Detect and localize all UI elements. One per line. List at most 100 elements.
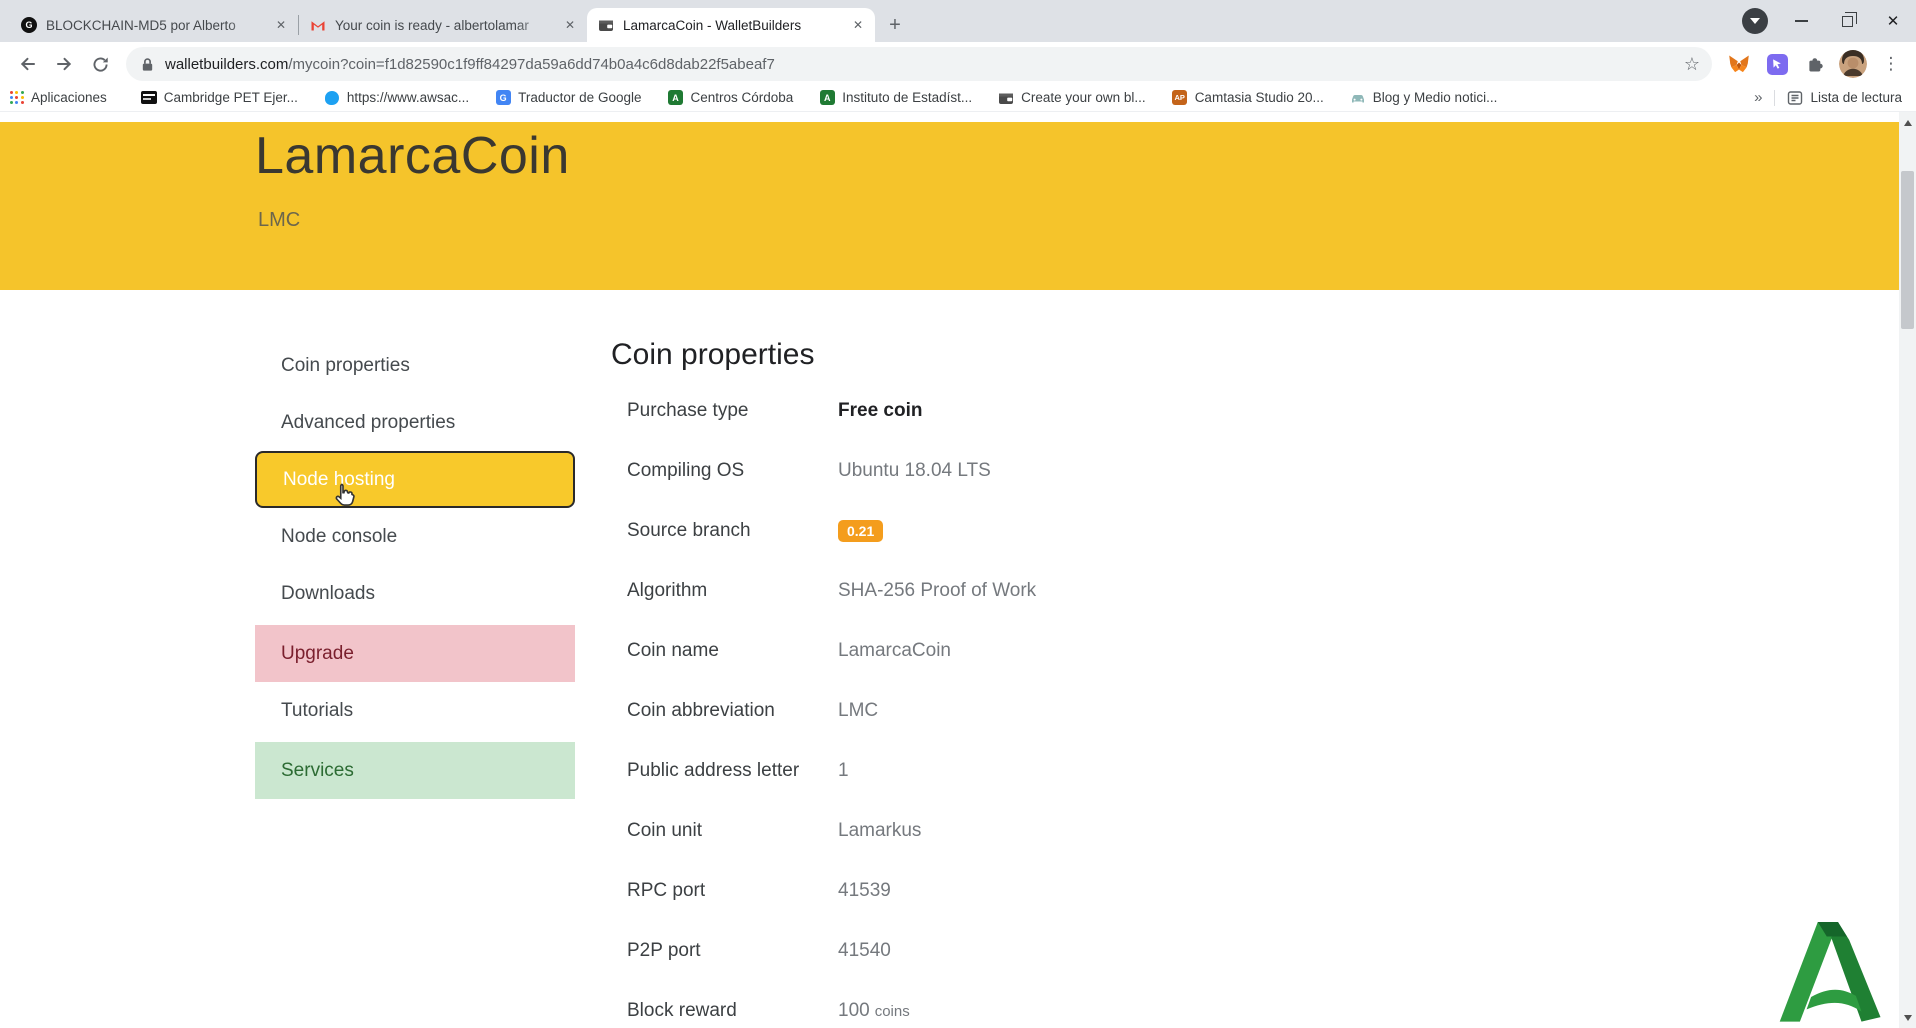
page-content: Coin properties Advanced properties Node… xyxy=(0,337,1899,1028)
ap-badge-icon: AP xyxy=(1172,90,1188,106)
source-branch-badge: 0.21 xyxy=(838,520,884,542)
row-value: 41539 xyxy=(838,880,891,901)
row-label: Purchase type xyxy=(627,400,749,421)
bookmark-awsac[interactable]: https://www.awsac... xyxy=(324,90,469,106)
sidebar-item-coin-properties[interactable]: Coin properties xyxy=(281,354,410,376)
chrome-menu-icon[interactable]: ⋮ xyxy=(1882,54,1900,73)
bookmark-label: Traductor de Google xyxy=(518,90,642,105)
sidebar-item-services[interactable]: Services xyxy=(255,742,575,799)
google-translate-icon: G xyxy=(495,90,511,106)
url-path: /mycoin?coin=f1d82590c1f9ff84297da59a6dd… xyxy=(288,55,775,73)
sidebar-item-node-hosting[interactable]: Node hosting xyxy=(255,451,575,508)
metamask-extension-icon[interactable] xyxy=(1722,47,1756,81)
bookmark-label: Cambridge PET Ejer... xyxy=(163,90,298,105)
row-value: LMC xyxy=(838,700,879,721)
scrollbar-thumb[interactable] xyxy=(1901,171,1914,329)
bookmark-label: Centros Córdoba xyxy=(690,90,794,105)
gmail-favicon-icon xyxy=(310,17,326,33)
bookmark-label: https://www.awsac... xyxy=(346,90,470,105)
reload-button[interactable] xyxy=(82,46,118,82)
row-value-suffix: coins xyxy=(874,1003,910,1020)
row-label: Block reward xyxy=(627,1000,737,1021)
close-window-button[interactable]: ✕ xyxy=(1886,13,1900,30)
bookmark-label: Create your own bl... xyxy=(1021,90,1146,105)
table-row-compiling-os: Compiling OS Ubuntu 18.04 LTS xyxy=(627,441,1036,501)
sidebar-item-tutorials[interactable]: Tutorials xyxy=(281,699,354,721)
bookmark-create-your-own-blockchain[interactable]: Create your own bl... xyxy=(998,90,1146,106)
row-label: Algorithm xyxy=(627,580,708,601)
tab-blockchain-md5[interactable]: G BLOCKCHAIN-MD5 por Alberto ✕ xyxy=(10,8,298,42)
sidebar-item-advanced-properties[interactable]: Advanced properties xyxy=(281,411,456,433)
row-value: SHA-256 Proof of Work xyxy=(838,580,1037,601)
bookmark-instituto-estadistica[interactable]: A Instituto de Estadíst... xyxy=(819,90,972,106)
green-a-icon: A xyxy=(819,90,835,106)
bookmark-blog-medio[interactable]: Blog y Medio notici... xyxy=(1350,90,1497,106)
extensions-puzzle-icon[interactable] xyxy=(1798,47,1832,81)
coin-abbreviation-subheading: LMC xyxy=(258,209,301,232)
screen-capture-extension-icon[interactable] xyxy=(1760,47,1794,81)
bookmarks-overflow-chevron[interactable]: » xyxy=(1754,89,1763,106)
tab-close-icon[interactable]: ✕ xyxy=(275,18,287,32)
coin-header-banner: LamarcaCoin LMC xyxy=(0,122,1899,290)
coin-name-heading: LamarcaCoin xyxy=(255,127,570,185)
back-button[interactable] xyxy=(10,46,46,82)
sidebar-menu: Coin properties Advanced properties Node… xyxy=(255,337,575,1028)
row-value: Free coin xyxy=(838,400,923,421)
address-bar[interactable]: walletbuilders.com/mycoin?coin=f1d82590c… xyxy=(126,47,1712,81)
row-label: P2P port xyxy=(627,940,701,961)
tab-title: Your coin is ready - albertolamar xyxy=(335,17,529,33)
table-row-source-branch: Source branch 0.21 xyxy=(627,501,1036,561)
bookmark-label: Instituto de Estadíst... xyxy=(842,90,973,105)
section-title: Coin properties xyxy=(611,338,815,371)
tab-close-icon[interactable]: ✕ xyxy=(852,18,864,32)
andalucia-a-logo xyxy=(1779,921,1881,1022)
scroll-down-arrow[interactable] xyxy=(1899,1009,1916,1026)
sidebar-item-upgrade[interactable]: Upgrade xyxy=(255,625,575,682)
apps-shortcut[interactable]: Aplicaciones xyxy=(10,90,107,105)
new-tab-button[interactable]: + xyxy=(889,13,901,36)
minimize-button[interactable] xyxy=(1778,0,1824,42)
tab-separator xyxy=(298,15,299,35)
table-row-p2p-port: P2P port 41540 xyxy=(627,921,1036,981)
row-label: RPC port xyxy=(627,880,706,901)
row-label: Coin abbreviation xyxy=(627,700,775,721)
restore-button[interactable] xyxy=(1824,0,1870,42)
green-a-icon: A xyxy=(667,90,683,106)
bookmark-label: Camtasia Studio 20... xyxy=(1194,90,1324,105)
blue-dot-icon xyxy=(324,90,340,106)
table-row-coin-abbreviation: Coin abbreviation LMC xyxy=(627,681,1036,741)
table-row-coin-name: Coin name LamarcaCoin xyxy=(627,621,1036,681)
table-row-coin-unit: Coin unit Lamarkus xyxy=(627,801,1036,861)
bookmark-centros-cordoba[interactable]: A Centros Córdoba xyxy=(667,90,793,106)
tab-title: LamarcaCoin - WalletBuilders xyxy=(623,17,802,33)
bookmark-star-icon[interactable]: ☆ xyxy=(1683,53,1700,74)
scrollbar[interactable] xyxy=(1899,112,1916,1028)
row-label: Coin name xyxy=(627,640,719,661)
row-value: LamarcaCoin xyxy=(838,640,951,661)
sidebar-item-downloads[interactable]: Downloads xyxy=(281,582,375,604)
bookmark-cambridge-pet[interactable]: Cambridge PET Ejer... xyxy=(140,90,298,106)
tab-close-icon[interactable]: ✕ xyxy=(564,18,576,32)
row-label: Public address letter xyxy=(627,760,800,781)
reading-list-label: Lista de lectura xyxy=(1810,90,1902,105)
bookmark-camtasia-studio[interactable]: AP Camtasia Studio 20... xyxy=(1172,90,1324,106)
scroll-up-arrow[interactable] xyxy=(1899,114,1916,131)
profile-avatar[interactable] xyxy=(1836,47,1870,81)
coin-properties-panel: Coin properties Purchase type Free coin … xyxy=(611,337,1036,1028)
bookmarks-bar: Aplicaciones Cambridge PET Ejer... https… xyxy=(0,86,1916,112)
apps-grid-icon xyxy=(10,90,24,105)
tab-search-button[interactable] xyxy=(1732,0,1778,42)
forward-button[interactable] xyxy=(46,46,82,82)
tab-lamarcacoin-walletbuilders[interactable]: LamarcaCoin - WalletBuilders ✕ xyxy=(587,8,875,42)
tab-title: BLOCKCHAIN-MD5 por Alberto xyxy=(46,17,236,33)
sidebar-item-node-console[interactable]: Node console xyxy=(281,525,398,547)
reading-list-icon xyxy=(1788,90,1803,105)
bookmark-google-translate[interactable]: G Traductor de Google xyxy=(495,90,641,106)
lock-icon xyxy=(142,57,153,71)
reading-list-button[interactable]: Lista de lectura xyxy=(1787,90,1902,106)
window-controls: ✕ xyxy=(1732,0,1916,42)
row-value: Ubuntu 18.04 LTS xyxy=(838,460,991,481)
tab-gmail-your-coin-is-ready[interactable]: Your coin is ready - albertolamar ✕ xyxy=(299,8,587,42)
browser-toolbar: walletbuilders.com/mycoin?coin=f1d82590c… xyxy=(0,42,1916,86)
table-row-block-reward: Block reward 100 coins xyxy=(627,981,1036,1028)
